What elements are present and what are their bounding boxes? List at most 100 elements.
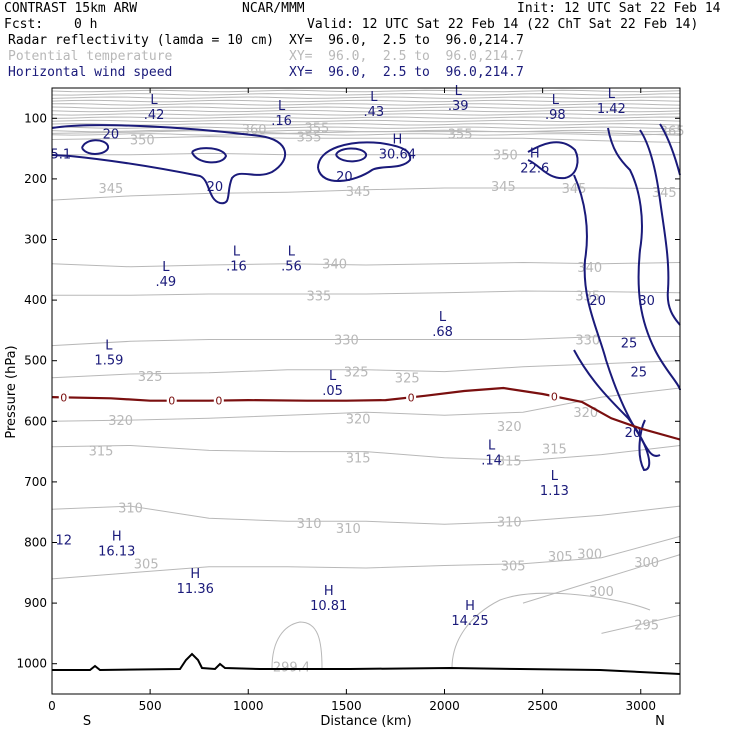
forecast-value: 0 h <box>74 17 98 32</box>
theta-label: 300 <box>634 556 659 571</box>
theta-label: 310 <box>297 517 322 532</box>
wind-label: 20 <box>207 180 224 195</box>
y-tick-label: 400 <box>24 293 47 307</box>
wind-contour <box>639 129 681 326</box>
y-tick-label: 900 <box>24 596 47 610</box>
wind-label: 25 <box>631 366 648 381</box>
extremum-value: .49 <box>155 275 176 290</box>
theta-label: 295 <box>634 618 659 633</box>
extremum-value: .39 <box>448 99 469 114</box>
y-tick-label: 500 <box>24 354 47 368</box>
low-marker: L <box>278 99 286 114</box>
theta-label: 320 <box>573 406 598 421</box>
wind-label: 20 <box>625 426 642 441</box>
theta-contour-315 <box>51 444 681 462</box>
wind-contour <box>573 349 651 472</box>
extremum-value: .68 <box>432 325 453 340</box>
theta-contour-295 <box>601 614 681 634</box>
wind-contour <box>527 141 579 180</box>
theta-label: 310 <box>336 522 361 537</box>
theta-strat-line <box>51 93 681 96</box>
y-tick-label: 200 <box>24 172 47 186</box>
extremum-value: .56 <box>281 260 302 275</box>
extremum-value: .05 <box>322 384 343 399</box>
zero-label: 0 <box>60 391 67 404</box>
theta-contour-335 <box>52 290 681 296</box>
zero-label: 0 <box>551 390 558 403</box>
north-label: N <box>655 714 665 729</box>
theta-contour-300 <box>522 554 681 604</box>
zero-label-bg <box>549 390 560 402</box>
high-marker: H <box>465 599 475 614</box>
low-marker: L <box>608 87 616 102</box>
theta-label: 315 <box>346 452 371 467</box>
low-marker: L <box>150 93 158 108</box>
theta-strat-line <box>51 106 681 109</box>
low-marker: L <box>488 439 496 454</box>
theta-label: 330 <box>334 333 359 348</box>
low-marker: L <box>551 469 559 484</box>
zero-label-bg <box>58 391 69 403</box>
x-tick-label: 2000 <box>429 699 460 713</box>
theta-strat-line <box>51 116 681 119</box>
low-marker: L <box>439 310 447 325</box>
theta-contour-330 <box>51 336 680 347</box>
theta-label: 345 <box>346 185 371 200</box>
theta-strat-line <box>51 96 681 99</box>
low-marker: L <box>329 369 337 384</box>
y-axis-title: Pressure (hPa) <box>4 345 19 438</box>
wind-label: 20 <box>336 170 353 185</box>
zero-label-bg <box>166 394 177 406</box>
theta-label: 310 <box>118 501 143 516</box>
wind-label: 20 <box>103 127 120 142</box>
theta-label: 355 <box>297 130 322 145</box>
valid-time: Valid: 12 UTC Sat 22 Feb 14 (22 ChT Sat … <box>307 17 699 32</box>
zero-label-bg <box>213 394 224 406</box>
extremum-value: 16.13 <box>98 545 135 560</box>
zero-isotherm-line <box>51 386 681 441</box>
theta-label: 305 <box>548 550 573 565</box>
y-tick-label: 700 <box>24 475 47 489</box>
theta-label: 340 <box>577 261 602 276</box>
theta-label: 330 <box>575 333 600 348</box>
high-marker: H <box>324 584 334 599</box>
low-marker: L <box>162 260 170 275</box>
theta-contour-360 <box>51 129 681 136</box>
theta-label: 300 <box>577 547 602 562</box>
theta-strat-line <box>51 113 681 116</box>
x-tick-label: 3000 <box>625 699 656 713</box>
theta-contour-320 <box>51 387 681 422</box>
zero-label: 0 <box>215 395 222 408</box>
high-marker: H <box>190 567 200 582</box>
x-axis-title: Distance (km) <box>320 714 411 729</box>
wind-label: 30 <box>638 294 655 309</box>
plot-frame <box>51 87 681 695</box>
theta-strat-line <box>51 103 681 106</box>
zero-label: 0 <box>168 395 175 408</box>
org-label: NCAR/MMM <box>242 1 305 16</box>
extremum-value: 1.59 <box>94 354 123 369</box>
extremum-value: .42 <box>144 108 165 123</box>
low-marker: L <box>455 84 463 99</box>
theta-label: 345 <box>652 186 677 201</box>
extremum-value: 10.81 <box>310 599 347 614</box>
theta-label: 325 <box>395 372 420 387</box>
field-xy-theta: XY= 96.0, 2.5 to 96.0,214.7 <box>289 49 524 64</box>
theta-strat-line <box>51 99 681 103</box>
theta-label: 345 <box>562 182 587 197</box>
wind-label: 20 <box>589 294 606 309</box>
theta-label: 320 <box>346 412 371 427</box>
wind-contour <box>317 141 412 183</box>
theta-strat-line <box>51 119 681 123</box>
theta-label: 355 <box>305 121 330 136</box>
terrain-line <box>52 652 681 675</box>
x-tick-label: 500 <box>139 699 162 713</box>
field-name-wind: Horizontal wind speed <box>8 65 173 80</box>
high-marker: H <box>393 133 403 148</box>
south-label: S <box>83 714 91 729</box>
extremum-value: .98 <box>545 108 566 123</box>
high-marker: H <box>112 530 122 545</box>
extremum-value: 1.42 <box>597 102 626 117</box>
theta-label: 350 <box>130 134 155 149</box>
theta-dome <box>271 621 323 669</box>
